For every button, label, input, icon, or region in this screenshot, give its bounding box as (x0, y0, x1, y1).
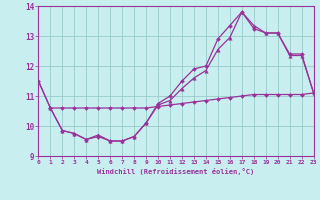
X-axis label: Windchill (Refroidissement éolien,°C): Windchill (Refroidissement éolien,°C) (97, 168, 255, 175)
